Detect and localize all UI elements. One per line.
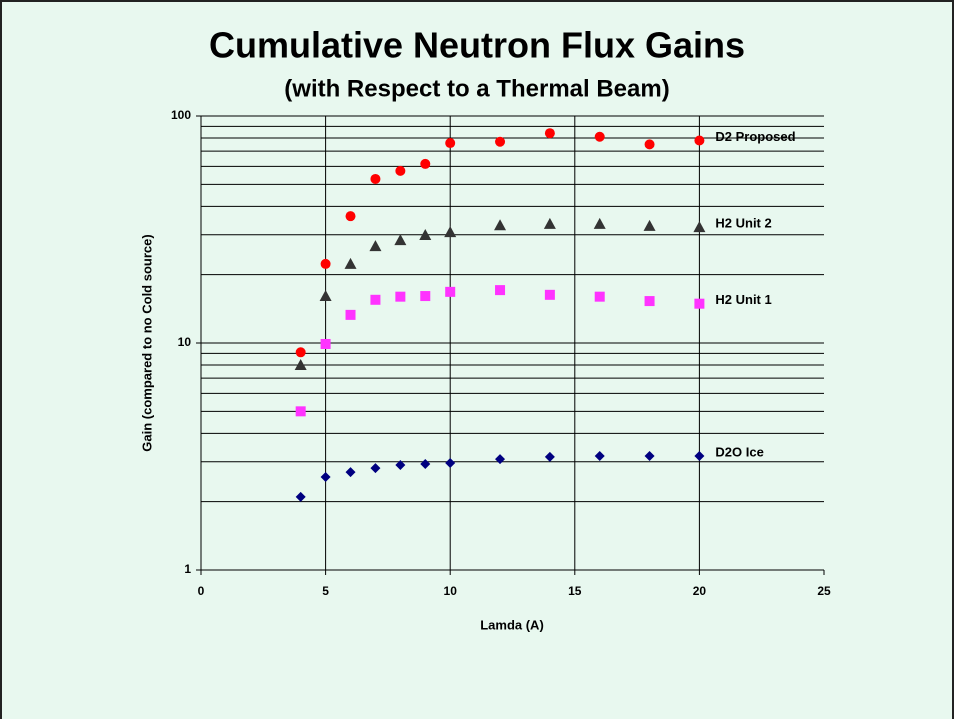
y-tick-label: 1	[184, 562, 191, 576]
point	[644, 296, 655, 307]
point	[320, 258, 331, 269]
point	[394, 234, 407, 246]
point	[395, 460, 406, 471]
series-label: H2 Unit 1	[715, 292, 771, 307]
x-tick-label: 20	[693, 584, 707, 598]
point	[320, 338, 331, 349]
x-tick-label: 0	[198, 584, 205, 598]
chart-subtitle: (with Respect to a Thermal Beam)	[284, 75, 669, 102]
point	[344, 257, 357, 269]
point	[370, 173, 381, 184]
point	[694, 450, 705, 461]
point	[420, 158, 431, 169]
point	[694, 135, 705, 146]
point	[345, 467, 356, 478]
point	[495, 285, 506, 296]
series-label: D2O Ice	[715, 444, 763, 459]
y-tick-label: 100	[171, 108, 191, 122]
point	[294, 358, 307, 370]
point	[295, 491, 306, 502]
chart-title: Cumulative Neutron Flux Gains	[209, 25, 745, 66]
point	[694, 298, 705, 309]
point	[544, 128, 555, 139]
point	[444, 226, 457, 238]
point	[445, 458, 456, 469]
point	[644, 450, 655, 461]
point	[594, 131, 605, 142]
y-tick-label: 10	[178, 335, 192, 349]
point	[495, 136, 506, 147]
x-tick-label: 5	[322, 584, 329, 598]
point	[295, 347, 306, 358]
point	[295, 406, 306, 417]
y-axis-label: Gain (compared to no Cold source)	[139, 234, 154, 451]
point	[420, 291, 431, 302]
point	[370, 463, 381, 474]
point	[445, 286, 456, 297]
point	[395, 291, 406, 302]
point	[593, 217, 606, 229]
point	[494, 219, 507, 231]
point	[543, 217, 556, 229]
point	[693, 221, 706, 233]
point	[369, 240, 382, 252]
x-tick-label: 10	[444, 584, 458, 598]
point	[495, 454, 506, 465]
point	[345, 309, 356, 320]
point	[643, 219, 656, 231]
point	[594, 450, 605, 461]
series-label: H2 Unit 2	[715, 216, 771, 231]
x-axis-label: Lamda (A)	[480, 617, 544, 632]
x-tick-label: 15	[568, 584, 582, 598]
point	[395, 165, 406, 176]
point	[345, 211, 356, 222]
point	[320, 471, 331, 482]
point	[644, 139, 655, 150]
point	[370, 294, 381, 305]
point	[544, 451, 555, 462]
point	[544, 289, 555, 300]
x-tick-label: 25	[817, 584, 831, 598]
point	[420, 459, 431, 470]
point	[319, 290, 332, 302]
point	[445, 138, 456, 149]
point	[419, 229, 432, 241]
point	[594, 291, 605, 302]
series-label: D2 Proposed	[715, 129, 795, 144]
